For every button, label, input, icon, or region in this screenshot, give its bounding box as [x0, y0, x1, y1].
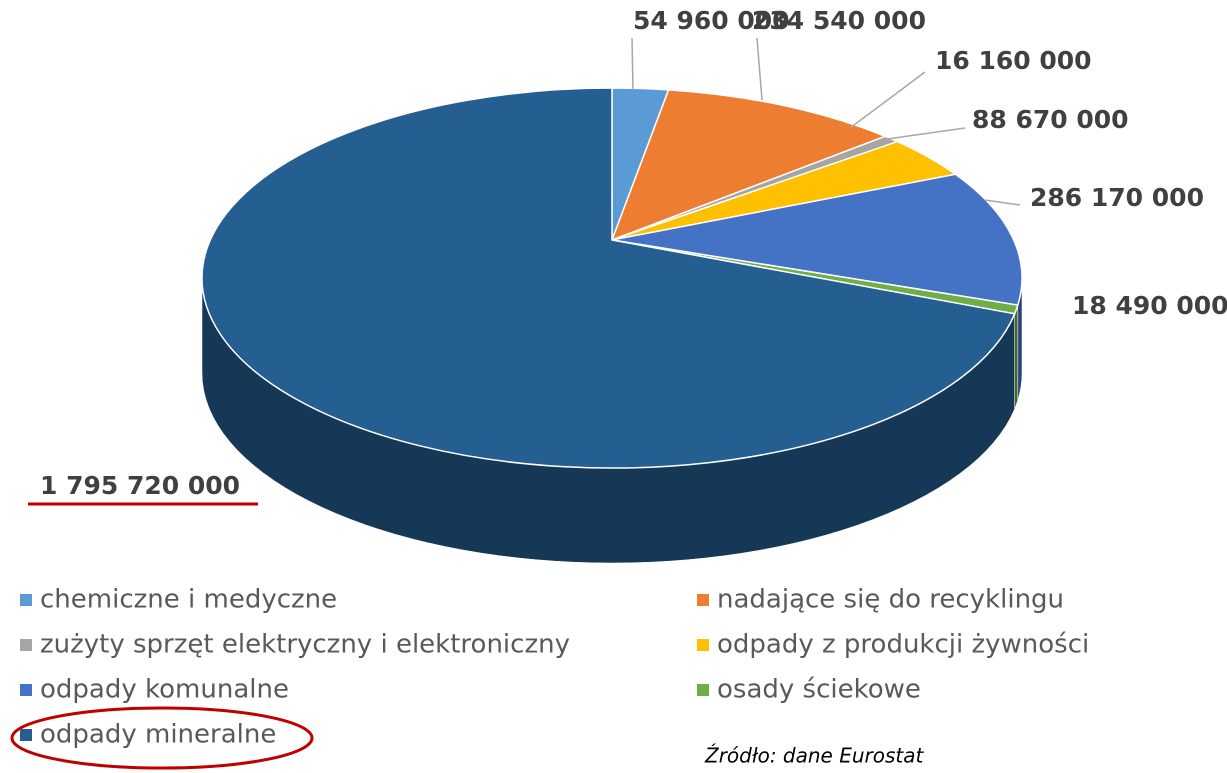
data-label: 1 795 720 000 — [40, 471, 240, 500]
data-label: 16 160 000 — [935, 46, 1092, 75]
legend-label: odpady komunalne — [40, 675, 289, 705]
pie-slice — [610, 89, 888, 242]
leader-line — [756, 37, 763, 101]
leader-line — [631, 37, 634, 91]
legend-swatch — [20, 729, 32, 741]
legend-swatch — [20, 594, 32, 606]
leader-line — [849, 71, 926, 129]
legend-label: zużyty sprzęt elektryczny i elektroniczn… — [40, 630, 570, 660]
legend-label: nadające się do recyklingu — [717, 585, 1064, 615]
pie-slice — [201, 87, 1016, 469]
legend-label: chemiczne i medyczne — [40, 585, 337, 615]
legend-label: odpady mineralne — [40, 720, 276, 750]
legend-swatch — [20, 639, 32, 651]
data-label: 88 670 000 — [972, 105, 1129, 134]
legend-swatch — [20, 684, 32, 696]
source-note: Źródło: dane Eurostat — [704, 744, 925, 768]
leader-line — [984, 199, 1021, 206]
pie-slice — [611, 173, 1023, 306]
data-label: 286 170 000 — [1030, 183, 1204, 212]
legend-swatch — [697, 684, 709, 696]
pie-side — [1014, 305, 1019, 409]
leader-line — [879, 127, 966, 141]
data-label: 18 490 000 — [1072, 291, 1227, 320]
highlight-ellipse — [10, 706, 314, 770]
legend-swatch — [697, 639, 709, 651]
legend-label: odpady z produkcji żywności — [717, 630, 1089, 660]
legend-swatch — [697, 594, 709, 606]
data-label: 54 960 000 — [633, 6, 790, 35]
data-label: 234 540 000 — [752, 6, 926, 35]
legend-label: osady ściekowe — [717, 675, 921, 705]
